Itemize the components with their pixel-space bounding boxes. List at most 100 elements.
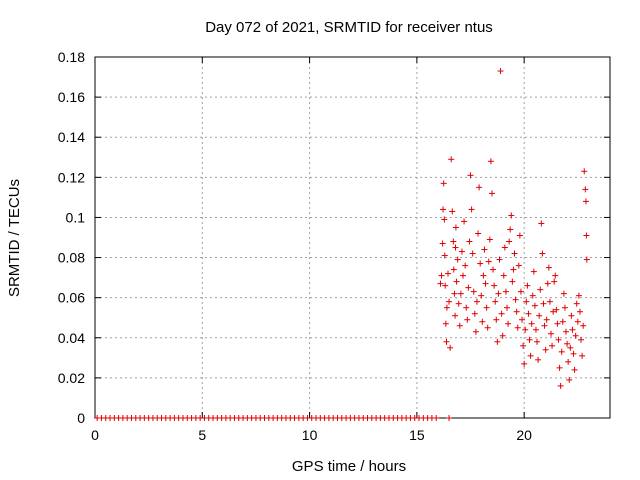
data-point — [479, 318, 486, 325]
data-point — [565, 358, 572, 365]
x-tick-label: 10 — [302, 427, 318, 443]
data-point — [575, 292, 582, 299]
data-point — [494, 338, 501, 345]
data-point — [482, 280, 489, 287]
y-tick-label: 0.02 — [58, 370, 85, 386]
data-point — [433, 415, 440, 421]
data-point — [501, 244, 508, 251]
data-point — [444, 270, 451, 277]
data-point — [443, 338, 450, 345]
data-point — [556, 364, 563, 371]
data-point — [509, 278, 516, 285]
data-point — [452, 244, 459, 251]
data-point — [557, 382, 564, 389]
data-point — [442, 282, 449, 289]
data-point — [470, 288, 477, 295]
data-point — [569, 326, 576, 333]
data-point — [546, 298, 553, 305]
data-point — [452, 312, 459, 319]
data-point — [564, 340, 571, 347]
data-point — [476, 184, 483, 191]
data-point — [579, 352, 586, 359]
data-point — [475, 230, 482, 237]
data-point — [495, 290, 502, 297]
data-point — [529, 292, 536, 299]
data-point — [521, 360, 528, 367]
data-point — [461, 218, 468, 225]
data-point — [520, 342, 527, 349]
data-point — [473, 298, 480, 305]
data-point — [567, 344, 574, 351]
data-point — [536, 312, 543, 319]
data-point — [472, 328, 479, 335]
data-point — [468, 206, 475, 213]
data-point — [519, 316, 526, 323]
y-tick-label: 0.04 — [58, 330, 85, 346]
data-point — [506, 238, 513, 245]
data-point — [550, 308, 557, 315]
data-point — [572, 332, 579, 339]
data-point — [449, 208, 456, 215]
data-point — [582, 198, 589, 205]
data-point — [438, 272, 445, 279]
chart-title: Day 072 of 2021, SRMTID for receiver ntu… — [205, 19, 493, 36]
y-tick-label: 0 — [77, 410, 85, 426]
data-point — [493, 316, 500, 323]
data-point — [466, 238, 473, 245]
y-tick-label: 0.12 — [58, 169, 85, 185]
data-point — [514, 324, 521, 331]
data-point — [544, 280, 551, 287]
data-point — [448, 156, 455, 163]
data-point — [571, 366, 578, 373]
data-point — [538, 220, 545, 227]
data-point — [485, 258, 492, 265]
y-tick-label: 0.1 — [66, 209, 86, 225]
data-point — [441, 252, 448, 259]
y-tick-label: 0.18 — [58, 49, 85, 65]
data-point — [508, 212, 515, 219]
data-point — [541, 322, 548, 329]
data-point — [490, 266, 497, 273]
data-point — [526, 336, 533, 343]
data-point — [454, 256, 461, 263]
data-point — [539, 250, 546, 257]
data-point — [582, 186, 589, 193]
data-point — [440, 180, 447, 187]
data-point — [456, 322, 463, 329]
x-axis-label: GPS time / hours — [292, 458, 406, 475]
data-point — [457, 290, 464, 297]
data-point — [463, 304, 470, 311]
data-point — [455, 300, 462, 307]
data-point — [447, 344, 454, 351]
data-point — [535, 356, 542, 363]
data-point — [487, 158, 494, 165]
data-point — [583, 256, 590, 263]
data-point — [583, 232, 590, 239]
data-point — [486, 236, 493, 243]
x-tick-label: 15 — [409, 427, 425, 443]
y-tick-label: 0.16 — [58, 89, 85, 105]
data-point — [574, 318, 581, 325]
data-point — [553, 306, 560, 313]
data-point — [512, 296, 519, 303]
data-point — [559, 318, 566, 325]
data-point — [555, 336, 562, 343]
data-point — [549, 342, 556, 349]
data-point — [481, 246, 488, 253]
data-point — [465, 284, 472, 291]
data-point — [469, 250, 476, 257]
data-point — [542, 346, 549, 353]
data-point — [462, 262, 469, 269]
data-point — [527, 352, 534, 359]
data-point — [531, 302, 538, 309]
data-point — [573, 300, 580, 307]
data-point — [561, 304, 568, 311]
data-point — [566, 376, 573, 383]
data-point — [471, 310, 478, 317]
data-point — [570, 350, 577, 357]
data-point — [460, 272, 467, 279]
data-point — [446, 298, 453, 305]
x-tick-label: 0 — [91, 427, 99, 443]
data-point — [450, 238, 457, 245]
